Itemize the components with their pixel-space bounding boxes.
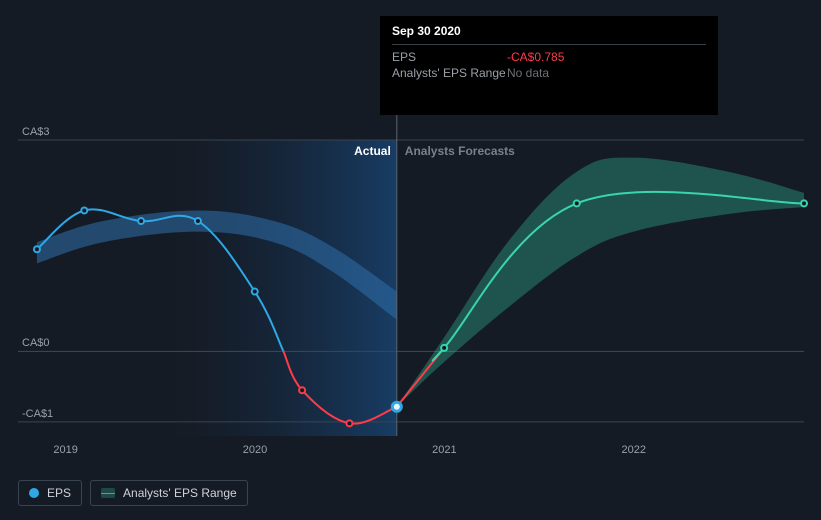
eps-actual-line-marker-inner xyxy=(300,388,304,392)
tooltip-row: EPS-CA$0.785 xyxy=(392,49,706,65)
chart-stage: CA$3 CA$0 -CA$1 2019 2020 2021 2022 Actual Analy… xyxy=(0,0,821,520)
hover-marker-inner xyxy=(394,404,400,410)
eps-actual-line-marker-inner xyxy=(139,219,143,223)
legend-item-eps-range[interactable]: Analysts' EPS Range xyxy=(90,480,248,506)
eps-actual-line-marker-inner xyxy=(347,421,351,425)
tooltip: Sep 30 2020 EPS-CA$0.785Analysts' EPS Ran… xyxy=(380,16,718,115)
eps-actual-line-marker-inner xyxy=(253,290,257,294)
legend-item-eps[interactable]: EPS xyxy=(18,480,82,506)
tooltip-key: Analysts' EPS Range xyxy=(392,66,507,80)
tooltip-value: -CA$0.785 xyxy=(507,50,564,64)
dot-icon xyxy=(29,488,39,498)
eps-forecast-line-marker-inner xyxy=(442,346,446,350)
x-tick-label: 2022 xyxy=(622,444,646,456)
x-tick-label: 2019 xyxy=(53,444,77,456)
tooltip-value: No data xyxy=(507,66,549,80)
eps-actual-line-marker-inner xyxy=(82,208,86,212)
x-tick-label: 2021 xyxy=(432,444,456,456)
x-tick-label: 2020 xyxy=(243,444,267,456)
eps-forecast-line-marker-inner xyxy=(575,201,579,205)
eps-actual-line-marker-inner xyxy=(35,247,39,251)
tooltip-title: Sep 30 2020 xyxy=(392,24,706,42)
eps-range-forecast-area xyxy=(397,158,804,407)
area-icon xyxy=(101,488,115,498)
legend-label: EPS xyxy=(47,486,71,500)
tooltip-divider xyxy=(392,44,706,45)
eps-actual-line-marker-inner xyxy=(196,219,200,223)
eps-forecast-line-marker-inner xyxy=(802,201,806,205)
tooltip-key: EPS xyxy=(392,50,507,64)
section-label-forecast: Analysts Forecasts xyxy=(405,144,515,158)
section-label-actual: Actual xyxy=(354,144,391,158)
y-tick-label: CA$3 xyxy=(22,126,50,138)
tooltip-row: Analysts' EPS RangeNo data xyxy=(392,65,706,81)
y-tick-label: CA$0 xyxy=(22,337,50,349)
legend-label: Analysts' EPS Range xyxy=(123,486,237,500)
y-tick-label: -CA$1 xyxy=(22,408,53,420)
legend: EPS Analysts' EPS Range xyxy=(18,480,248,506)
